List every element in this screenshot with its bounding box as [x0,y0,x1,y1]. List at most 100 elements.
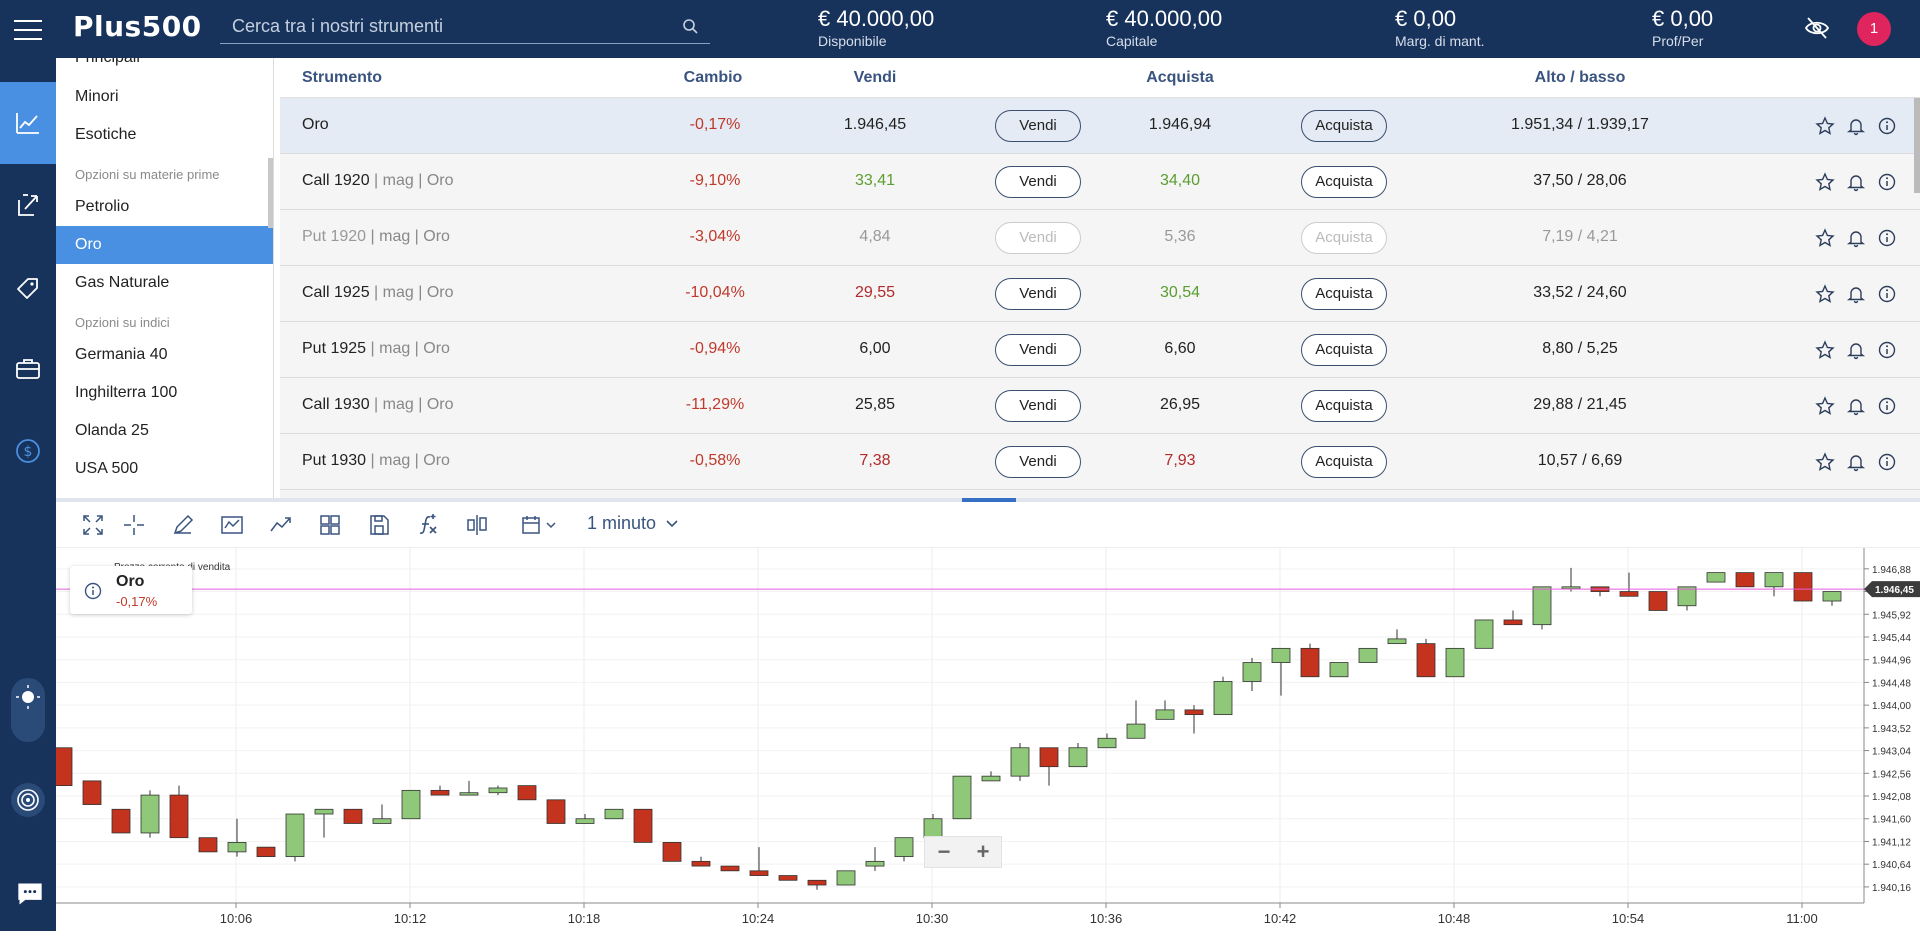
save-icon[interactable] [367,513,391,537]
y-tick-label: 1.944,48 [1872,678,1911,689]
instrument-name[interactable]: Put 1925 | mag | Oro [302,340,450,358]
theme-toggle[interactable] [11,678,45,742]
sidebar-item-oro[interactable]: Oro [56,226,273,264]
star-icon[interactable] [1815,228,1835,248]
divider-handle[interactable] [962,498,1016,502]
bell-icon[interactable] [1846,452,1866,472]
function-icon[interactable] [416,513,440,537]
info-icon[interactable] [1877,116,1897,136]
eye-off-icon[interactable] [1804,15,1830,41]
buy-button[interactable]: Acquista [1301,166,1387,198]
crosshair-icon[interactable] [122,513,146,537]
search-input[interactable] [220,10,660,42]
sell-button[interactable]: Vendi [995,278,1081,310]
sell-button[interactable]: Vendi [995,222,1081,254]
chat-icon[interactable] [16,880,44,908]
rail-funds[interactable]: $ [0,410,56,492]
sidebar-item-petrolio[interactable]: Petrolio [75,198,130,215]
col-instrument[interactable]: Strumento [302,69,382,86]
sidebar-item-minori[interactable]: Minori [75,88,119,105]
col-high-low[interactable]: Alto / basso [1534,69,1626,86]
sidebar-item-principali[interactable]: Principali [56,58,273,78]
table-row[interactable]: Put 1925 | mag | Oro -0,94% 6,00 Vendi 6… [280,322,1920,378]
star-icon[interactable] [1815,340,1835,360]
info-icon[interactable] [1877,396,1897,416]
instrument-name[interactable]: Put 1920 | mag | Oro [302,228,450,246]
info-icon[interactable] [84,582,102,600]
table-scrollbar[interactable] [1914,98,1920,193]
instrument-name[interactable]: Call 1930 | mag | Oro [302,396,454,414]
col-sell[interactable]: Vendi [853,69,897,86]
bell-icon[interactable] [1846,228,1866,248]
grid-layout-icon[interactable] [318,513,342,537]
instrument-name[interactable]: Call 1920 | mag | Oro [302,172,454,190]
table-row[interactable]: Call 1925 | mag | Oro -10,04% 29,55 Vend… [280,266,1920,322]
star-icon[interactable] [1815,284,1835,304]
col-buy[interactable]: Acquista [1146,69,1214,86]
target-toggle[interactable] [11,783,45,817]
sidebar-item-germania-40[interactable]: Germania 40 [75,346,168,363]
search-icon[interactable] [682,18,698,34]
info-icon[interactable] [1877,172,1897,192]
trend-icon[interactable] [269,513,293,537]
rail-portfolio[interactable] [0,328,56,410]
col-change[interactable]: Cambio [683,69,743,86]
table-row[interactable]: Put 1920 | mag | Oro -3,04% 4,84 Vendi 5… [280,210,1920,266]
calendar-dropdown[interactable] [521,513,561,537]
menu-icon[interactable] [14,20,42,40]
info-icon[interactable] [1877,452,1897,472]
sidebar-item-esotiche[interactable]: Esotiche [75,126,137,143]
panel-divider[interactable] [56,498,1920,502]
candlestick-chart[interactable]: 1.946,881.946,401.945,921.945,441.944,96… [53,548,1920,931]
buy-button[interactable]: Acquista [1301,110,1387,142]
zoom-out-button[interactable]: − [937,839,951,864]
rail-orders[interactable] [0,246,56,328]
bell-icon[interactable] [1846,284,1866,304]
buy-button[interactable]: Acquista [1301,222,1387,254]
notification-badge[interactable]: 1 [1857,12,1891,46]
buy-button[interactable]: Acquista [1301,278,1387,310]
table-row[interactable]: Call 1920 | mag | Oro -9,10% 33,41 Vendi… [280,154,1920,210]
sidebar-item-inghilterra-100[interactable]: Inghilterra 100 [75,384,178,401]
rail-positions[interactable] [0,164,56,246]
zoom-in-button[interactable]: + [976,839,990,864]
pencil-icon[interactable] [171,513,195,537]
sidebar-item-gas-naturale[interactable]: Gas Naturale [75,274,170,291]
table-row[interactable]: Put 1930 | mag | Oro -0,58% 7,38 Vendi 7… [280,434,1920,490]
instrument-name[interactable]: Call 1925 | mag | Oro [302,284,454,302]
star-icon[interactable] [1815,116,1835,136]
instrument-name[interactable]: Put 1930 | mag | Oro [302,452,450,470]
search-box[interactable] [220,10,710,44]
indicator-icon[interactable] [220,513,244,537]
compare-icon[interactable] [465,513,489,537]
star-icon[interactable] [1815,172,1835,192]
sidebar-item-usa-500[interactable]: USA 500 [75,460,139,477]
sell-button[interactable]: Vendi [995,166,1081,198]
buy-button[interactable]: Acquista [1301,334,1387,366]
bell-icon[interactable] [1846,116,1866,136]
buy-button[interactable]: Acquista [1301,390,1387,422]
fullscreen-icon[interactable] [81,513,105,537]
info-icon[interactable] [1877,228,1897,248]
table-row[interactable]: Oro -0,17% 1.946,45 Vendi 1.946,94 Acqui… [280,98,1920,154]
info-icon[interactable] [1877,340,1897,360]
sell-button[interactable]: Vendi [995,446,1081,478]
sidebar-item-olanda-25[interactable]: Olanda 25 [75,422,149,439]
sell-button[interactable]: Vendi [995,390,1081,422]
star-icon[interactable] [1815,452,1835,472]
instrument-name[interactable]: Oro [302,116,329,134]
bell-icon[interactable] [1846,340,1866,360]
buy-button[interactable]: Acquista [1301,446,1387,478]
info-icon[interactable] [1877,284,1897,304]
star-icon[interactable] [1815,396,1835,416]
sell-button[interactable]: Vendi [995,110,1081,142]
instrument-info-card[interactable]: Oro -0,17% [70,566,192,614]
rail-trade[interactable] [0,82,56,164]
sidebar-scrollbar[interactable] [268,158,273,228]
bell-icon[interactable] [1846,172,1866,192]
table-row[interactable]: Call 1930 | mag | Oro -11,29% 25,85 Vend… [280,378,1920,434]
interval-selector[interactable]: 1 minuto [587,513,679,534]
sell-button[interactable]: Vendi [995,334,1081,366]
bell-icon[interactable] [1846,396,1866,416]
price-chart[interactable]: 1.946,881.946,401.945,921.945,441.944,96… [53,548,1920,931]
